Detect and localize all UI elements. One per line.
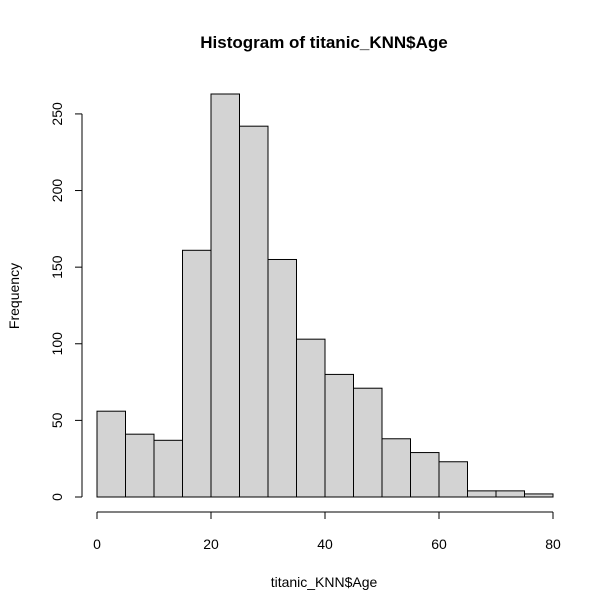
x-axis-label: titanic_KNN$Age — [271, 574, 378, 590]
histogram-bar-4 — [210, 93, 240, 498]
histogram-bar-14 — [495, 490, 525, 498]
histogram-bar-12 — [438, 461, 468, 498]
histogram-bar-0 — [96, 410, 126, 498]
bars-layer — [96, 93, 554, 498]
histogram-bar-13 — [467, 490, 497, 498]
histogram-bar-3 — [182, 249, 212, 498]
histogram-bar-11 — [410, 452, 440, 498]
x-tick-label-2: 40 — [317, 536, 333, 552]
histogram-bar-7 — [296, 338, 326, 498]
y-tick-label-2: 100 — [49, 332, 65, 356]
histogram-bar-10 — [381, 438, 411, 498]
chart-title: Histogram of titanic_KNN$Age — [200, 33, 447, 52]
histogram-bar-6 — [267, 258, 297, 498]
x-tick-label-0: 0 — [93, 536, 101, 552]
x-tick-label-1: 20 — [203, 536, 219, 552]
y-tick-label-4: 200 — [49, 179, 65, 203]
histogram-bar-5 — [239, 125, 269, 498]
y-axis: 0 50 100 150 200 250 — [49, 102, 83, 501]
histogram-bar-15 — [524, 493, 554, 498]
y-tick-label-1: 50 — [49, 412, 65, 428]
y-tick-label-3: 150 — [49, 255, 65, 279]
y-axis-label: Frequency — [6, 263, 22, 329]
x-axis: 0 20 40 60 80 — [93, 511, 561, 552]
y-tick-label-5: 250 — [49, 102, 65, 126]
y-tick-label-0: 0 — [49, 493, 65, 501]
histogram-bar-2 — [153, 439, 183, 498]
x-tick-label-4: 80 — [545, 536, 561, 552]
histogram-bar-8 — [324, 373, 354, 498]
x-tick-label-3: 60 — [431, 536, 447, 552]
histogram-bar-9 — [353, 387, 383, 498]
histogram-bar-1 — [125, 433, 155, 498]
